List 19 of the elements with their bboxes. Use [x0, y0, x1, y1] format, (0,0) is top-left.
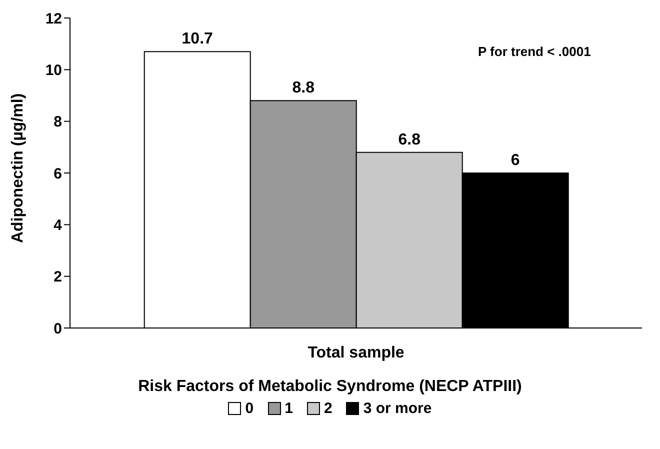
- legend-title: Risk Factors of Metabolic Syndrome (NECP ATPIII): [137, 378, 523, 396]
- y-tick-label: 10: [45, 62, 62, 79]
- y-tick-label: 4: [54, 216, 63, 234]
- legend-label: 0: [244, 400, 254, 417]
- data-label: 10.7: [182, 30, 214, 48]
- y-tick-label: 2: [54, 268, 62, 286]
- y-tick-label: 6: [54, 165, 62, 182]
- y-tick-label: 0: [54, 320, 62, 338]
- annotation: P for trend < .0001: [478, 44, 591, 59]
- legend-label: 2: [322, 400, 332, 417]
- legend-label: 3 or more: [362, 400, 432, 417]
- data-label: 8.8: [292, 80, 315, 97]
- data-label: 6.8: [398, 131, 421, 148]
- y-tick-label: 8: [54, 114, 62, 131]
- data-label: 6: [510, 152, 520, 169]
- y-tick-label: 12: [45, 10, 62, 28]
- y-axis-title: Adiponectin (µg/ml): [10, 93, 27, 243]
- legend-label: 1: [284, 400, 293, 417]
- x-tick-label: Total sample: [308, 344, 404, 362]
